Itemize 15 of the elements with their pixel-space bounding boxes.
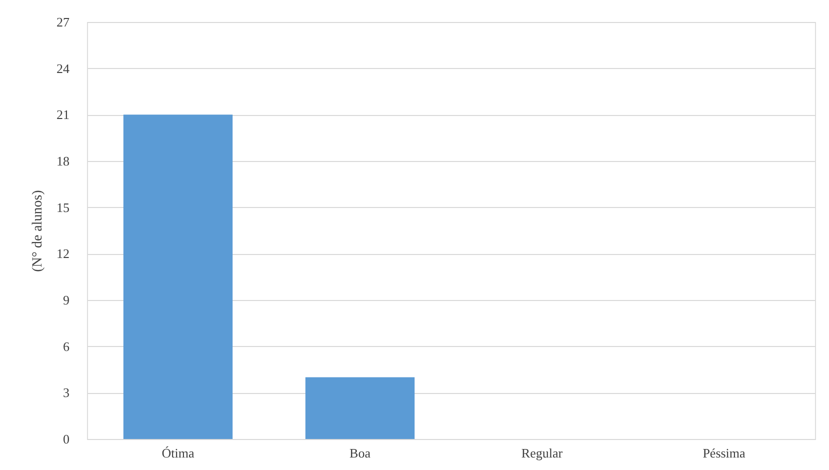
x-tick-label: Péssima: [702, 446, 746, 460]
y-tick-label: 12: [56, 246, 70, 262]
x-tick-label: Ótima: [162, 446, 194, 460]
y-tick-label: 24: [56, 60, 70, 76]
y-tick-label: 15: [56, 200, 70, 215]
y-tick-label: 18: [56, 154, 70, 168]
y-tick-label: 9: [63, 292, 70, 308]
y-tick-label: 21: [56, 107, 70, 122]
y-tick-label: 27: [56, 14, 70, 30]
y-tick-label: 6: [63, 338, 70, 354]
y-tick-label: 0: [63, 432, 70, 446]
y-axis-title: (N° de alunos): [30, 190, 46, 272]
x-tick-label: Boa: [350, 446, 371, 460]
x-tick-label: Regular: [521, 446, 564, 460]
y-tick-label: 3: [63, 385, 70, 400]
